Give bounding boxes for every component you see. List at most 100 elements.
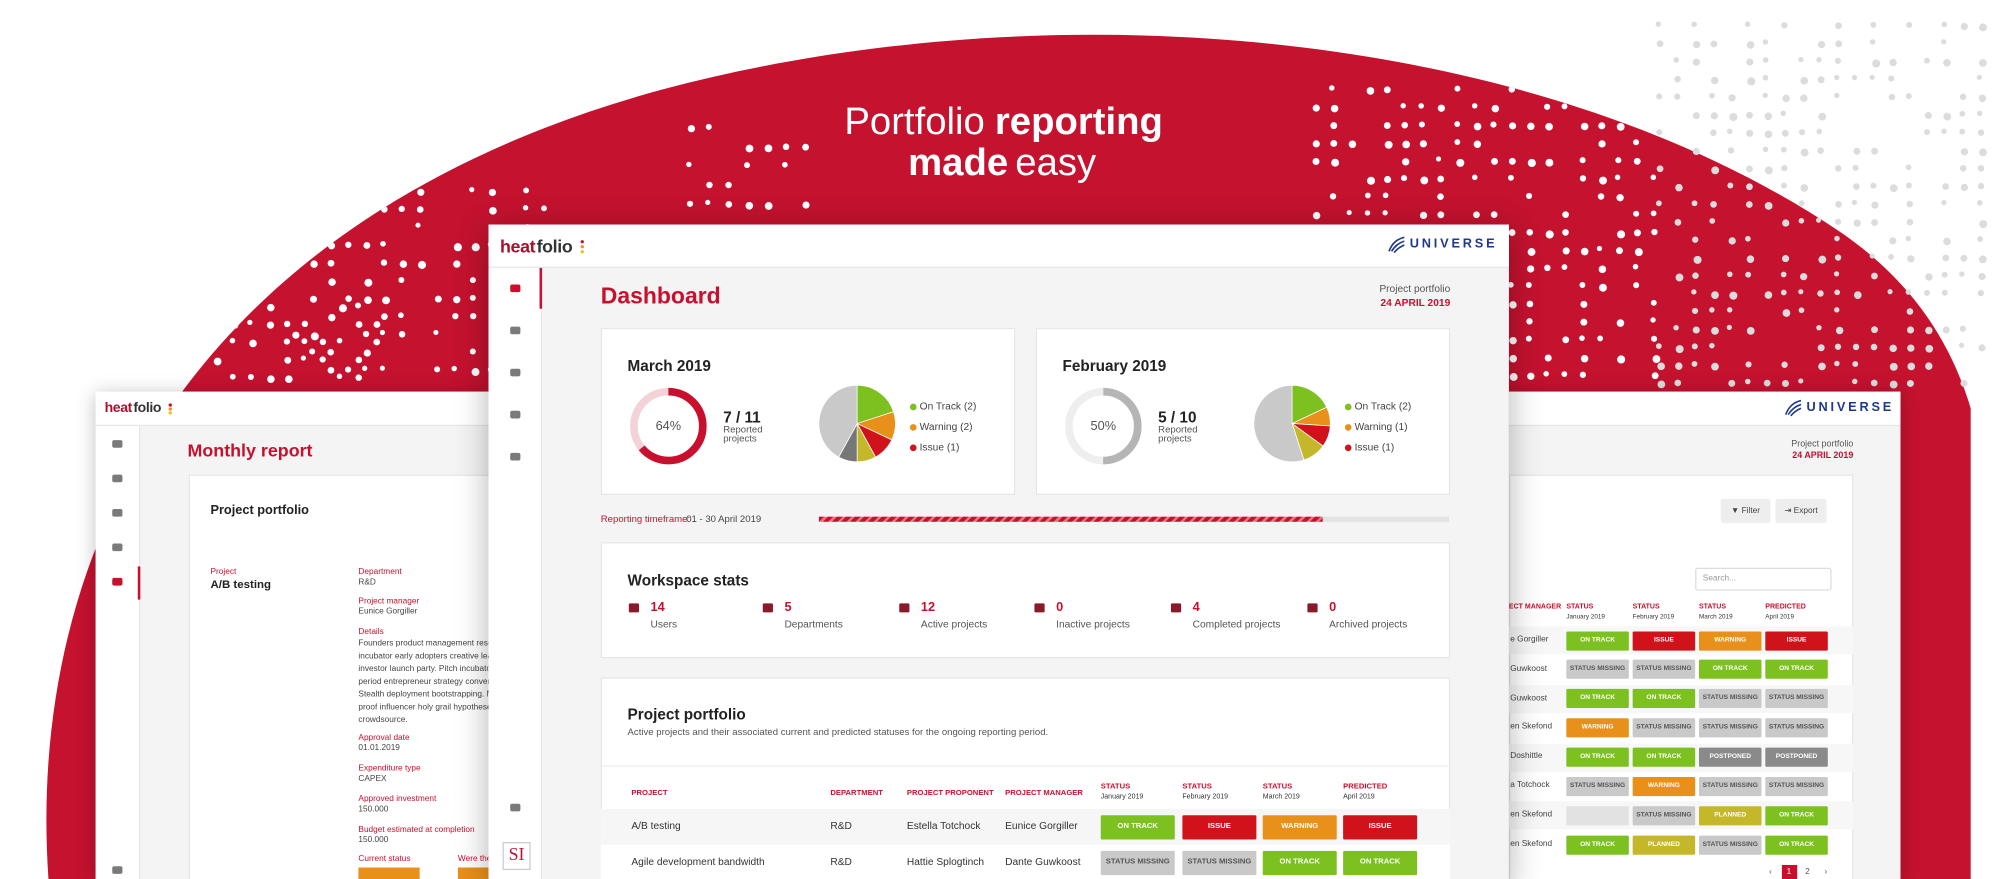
nav-glyph xyxy=(112,440,123,448)
dot xyxy=(1923,57,1930,64)
dot xyxy=(1711,166,1720,175)
dot xyxy=(1977,236,1984,242)
legend-label: On Track (2) xyxy=(919,400,977,413)
dot xyxy=(1527,248,1536,256)
dot xyxy=(1633,139,1640,146)
dot xyxy=(319,338,327,346)
field-label: Were ther xyxy=(457,854,495,864)
field-text: Founders product management rese xyxy=(358,638,493,648)
dot xyxy=(290,187,297,193)
dot xyxy=(1780,146,1787,153)
dot xyxy=(1959,93,1967,101)
filter-button[interactable]: ▼ Filter xyxy=(1720,498,1771,524)
user-avatar[interactable]: SI xyxy=(502,842,531,871)
dot xyxy=(1331,158,1340,167)
dot xyxy=(381,313,388,320)
brand-swirl xyxy=(1388,236,1405,254)
page-button[interactable]: ‹ xyxy=(1769,867,1772,877)
dot xyxy=(1657,362,1665,371)
field-label: Budget estimated at completion xyxy=(358,825,475,835)
dot xyxy=(1800,76,1809,85)
status-pill: ISSUE xyxy=(1182,814,1257,839)
dot xyxy=(1597,335,1604,342)
reported-count: 5 / 10 xyxy=(1158,408,1197,427)
dot xyxy=(308,205,315,211)
dot xyxy=(1507,174,1514,181)
dot xyxy=(1906,326,1915,334)
dot xyxy=(1691,361,1698,367)
cell-text: Agile development bandwidth xyxy=(631,856,765,868)
page-button[interactable]: › xyxy=(1824,867,1828,877)
dot xyxy=(1907,344,1915,352)
dot xyxy=(355,321,363,328)
dot xyxy=(1960,379,1968,387)
dot xyxy=(1958,342,1965,348)
legend-label: Warning (2) xyxy=(919,421,973,433)
dot xyxy=(328,224,336,233)
dot xyxy=(1943,112,1952,121)
cell-text: Guwkoost xyxy=(1510,664,1548,674)
field-value: 150.000 xyxy=(358,835,389,845)
dot xyxy=(380,259,388,266)
stat-label: Active projects xyxy=(920,618,988,631)
dot xyxy=(1692,147,1700,156)
status-pill: ON TRACK xyxy=(1343,850,1418,875)
dot xyxy=(1942,183,1949,190)
dot xyxy=(1959,165,1967,172)
dot xyxy=(1655,200,1662,207)
dot xyxy=(1816,57,1822,63)
dot xyxy=(1782,219,1790,227)
logo-dot xyxy=(580,245,584,249)
dot xyxy=(1616,122,1625,131)
dot xyxy=(1959,110,1966,117)
dot xyxy=(453,296,461,304)
stat-icon xyxy=(1307,603,1318,613)
search-input[interactable]: Search... xyxy=(1695,567,1832,591)
dot xyxy=(1800,148,1809,157)
dot xyxy=(212,338,220,346)
dot xyxy=(1650,174,1657,181)
page-button[interactable]: 2 xyxy=(1805,867,1810,877)
dot xyxy=(1632,263,1639,270)
dot xyxy=(1817,76,1825,84)
nav-icon xyxy=(510,368,521,377)
dot xyxy=(1632,103,1639,109)
dot xyxy=(310,332,319,341)
dot xyxy=(1852,361,1859,367)
dot xyxy=(399,260,408,268)
dot xyxy=(380,187,387,195)
export-button[interactable]: ⇥ Export xyxy=(1775,498,1827,524)
dot xyxy=(1782,255,1790,263)
legend-swatch xyxy=(909,424,917,431)
dot xyxy=(451,365,457,372)
dot xyxy=(453,260,461,268)
dot xyxy=(1561,264,1568,270)
dot xyxy=(1402,158,1410,166)
dot xyxy=(1941,21,1948,28)
status-pill: ON TRACK xyxy=(1765,660,1828,680)
cell-text: en Skefond xyxy=(1510,810,1553,820)
column-header: ECT MANAGER xyxy=(1508,603,1562,612)
cell-text: a Totchock xyxy=(1510,781,1550,791)
dot xyxy=(1526,192,1533,200)
dot xyxy=(1925,273,1933,281)
status-pill: WARNING xyxy=(1262,814,1337,839)
dot xyxy=(1491,157,1499,165)
dot xyxy=(1383,86,1391,94)
dot xyxy=(1437,211,1445,219)
status-pill: ON TRACK xyxy=(1566,689,1629,709)
dot xyxy=(1525,282,1532,288)
stat-icon xyxy=(762,603,773,613)
dot xyxy=(362,330,370,338)
stat-value: 12 xyxy=(920,600,936,615)
dot xyxy=(1617,230,1626,239)
dot xyxy=(1526,300,1534,308)
dot xyxy=(1764,202,1773,210)
dot xyxy=(211,320,218,326)
dot xyxy=(338,304,347,313)
dot xyxy=(301,338,308,345)
cell-text: e Gorgiller xyxy=(1510,635,1549,644)
dot xyxy=(1456,158,1465,167)
brand-icon xyxy=(1784,399,1802,417)
page-button[interactable]: 1 xyxy=(1781,864,1797,879)
